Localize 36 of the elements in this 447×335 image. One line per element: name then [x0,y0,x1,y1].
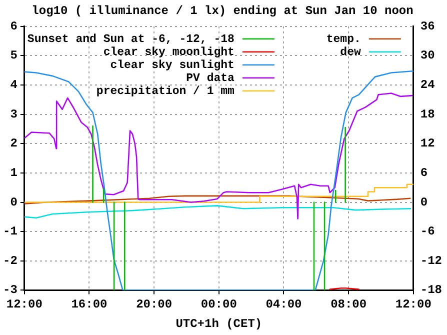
y2-tick-label: -12 [420,254,442,268]
y-tick-label: 5 [10,48,18,63]
y-tick-label: 1 [10,166,18,180]
y2-tick-label: 6 [420,166,428,180]
x-tick-label: 08:00 [330,297,367,312]
x-tick-label: 12:00 [395,297,432,312]
legend-label: temp. [326,32,361,46]
y2-tick-label: -6 [420,224,435,239]
y-tick-label: 6 [10,19,18,34]
x-tick-label: 20:00 [136,297,172,312]
y2-tick-label: 0 [420,195,428,210]
y2-tick-label: 36 [420,19,435,34]
legend-label: clear sky moonlight [103,46,234,59]
y2-tick-label: 12 [420,136,435,151]
x-tick-label: 00:00 [200,297,237,312]
legend-label: clear sky sunlight [110,58,234,72]
y2-tick-label: 24 [420,78,435,92]
y2-tick-label: 18 [420,107,435,122]
y-tick-label: 0 [10,195,18,210]
y-tick-label: -2 [2,254,18,268]
y2-tick-label: -18 [420,283,442,298]
y-tick-label: 3 [10,107,18,122]
y-tick-label: -3 [2,283,18,298]
x-axis-title: UTC+1h (CET) [176,316,262,331]
x-tick-label: 12:00 [6,297,42,312]
y-tick-label: 4 [10,78,18,92]
y-tick-label: 2 [10,136,18,151]
chart-title: log10 ( illuminance / 1 lx) ending at Sun Jan 10 noon [32,4,414,18]
y-tick-label: -1 [2,224,18,239]
legend-label: Sunset and Sun at -6, -12, -18 [27,32,235,46]
legend-label: dew [340,46,361,59]
legend-label: precipitation / 1 mm [96,84,235,98]
legend-label: PV data [186,72,235,85]
y2-tick-label: 30 [420,48,435,63]
x-tick-label: 16:00 [71,297,108,312]
x-tick-label: 04:00 [266,297,302,312]
